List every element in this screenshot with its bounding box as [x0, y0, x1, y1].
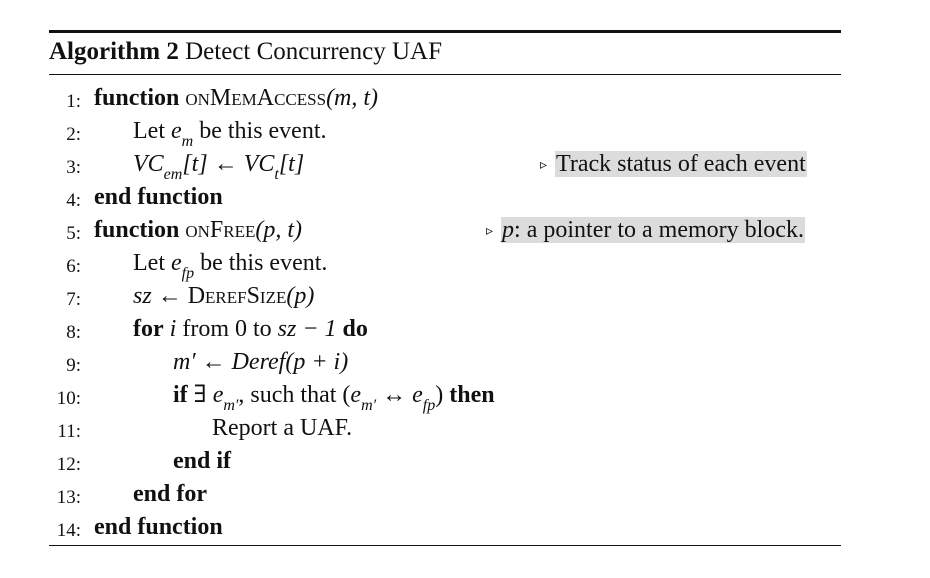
line-number: 7: [66, 289, 81, 310]
line-number: 1: [66, 91, 81, 112]
line-number: 2: [66, 124, 81, 145]
line-code: function onMemAccess(m, t) [94, 85, 379, 111]
algorithm-line: 9: m′ ← Deref(p + i) [0, 346, 930, 378]
algorithm-line: 14: end function [0, 511, 930, 543]
algorithm-line: 4: end function [0, 181, 930, 213]
line-code: end function [94, 514, 223, 540]
line-code: end if [173, 448, 232, 474]
line-number: 14: [56, 520, 81, 541]
line-number: 4: [66, 190, 81, 211]
line-code: for i from 0 to sz − 1 do [133, 316, 368, 342]
line-code: end function [94, 184, 223, 210]
algorithm-line: 5: function onFree(p, t) ▹ p: a pointer t… [0, 214, 930, 246]
algorithm-line: 7: sz ← DerefSize(p) [0, 280, 930, 312]
line-code: function onFree(p, t) [94, 217, 303, 243]
algorithm-line: 12: end if [0, 445, 930, 477]
algorithm-line: 11: Report a UAF. [0, 412, 930, 444]
line-code: Report a UAF. [212, 415, 353, 441]
line-number: 6: [66, 256, 81, 277]
line-code: Let em be this event. [133, 118, 327, 150]
line-number: 3: [66, 157, 81, 178]
line-code: VCem[t] ← VCt[t] [133, 151, 305, 183]
line-code: m′ ← Deref(p + i) [173, 349, 349, 375]
line-number: 5: [66, 223, 81, 244]
algorithm-line: 2: Let em be this event. [0, 115, 930, 150]
algorithm-line: 1: function onMemAccess(m, t) [0, 82, 930, 114]
line-number: 9: [66, 355, 81, 376]
algorithm-line: 10: if ∃ em′, such that (em′ ↔ efp) then [0, 379, 930, 414]
algorithm-caption: Algorithm 2 Detect Concurrency UAF [49, 37, 442, 67]
comment-triangle-icon: ▹ [486, 224, 494, 239]
line-number: 11: [57, 421, 81, 442]
line-code: end for [133, 481, 207, 507]
algorithm-title: Detect Concurrency UAF [185, 38, 442, 65]
line-code: Let efp be this event. [133, 250, 328, 282]
algorithm-line: 6: Let efp be this event. [0, 247, 930, 282]
algorithm-line: 8: for i from 0 to sz − 1 do [0, 313, 930, 345]
comment-triangle-icon: ▹ [540, 158, 548, 173]
line-number: 8: [66, 322, 81, 343]
line-code: if ∃ em′, such that (em′ ↔ efp) then [173, 382, 495, 414]
line-comment: ▹ Track status of each event [540, 151, 807, 177]
algorithm-label: Algorithm 2 [49, 38, 179, 65]
line-number: 13: [56, 487, 81, 508]
top-rule [49, 30, 841, 33]
line-code: sz ← DerefSize(p) [133, 283, 315, 309]
line-comment: ▹ p: a pointer to a memory block. [486, 217, 805, 243]
algorithm-line: 3: VCem[t] ← VCt[t] ▹ Track status of eac… [0, 148, 930, 183]
line-number: 10: [56, 388, 81, 409]
bottom-rule [49, 545, 841, 546]
line-number: 12: [56, 454, 81, 475]
caption-rule [49, 74, 841, 75]
algorithm-line: 13: end for [0, 478, 930, 510]
